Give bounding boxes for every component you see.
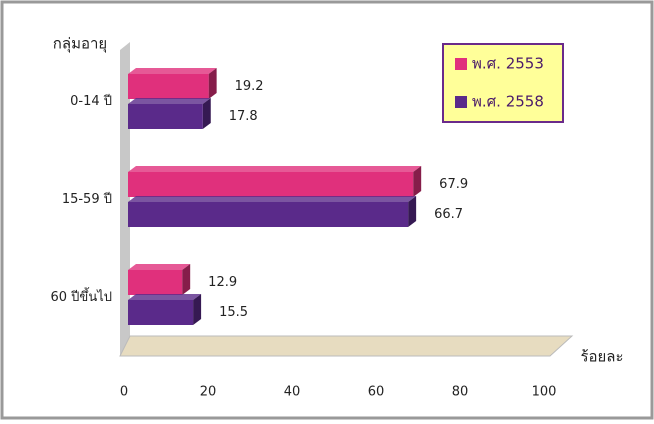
value-label: 12.9 [208,275,237,290]
bar [128,300,194,325]
bar-side [208,68,217,99]
x-tick-label: 40 [284,385,301,400]
x-tick-label: 100 [532,385,557,400]
bar-top [128,264,191,270]
bar-top [128,294,202,300]
legend-swatch [455,96,467,108]
x-tick-label: 80 [452,385,469,400]
bar [128,104,203,129]
y-axis-label: กลุ่มอายุ [53,35,107,54]
bar-side [193,294,202,325]
y-tick-label: 15-59 ปี [62,191,112,207]
bar [128,270,183,295]
legend-label: พ.ศ. 2553 [472,55,544,73]
bar-side [202,98,211,129]
bar [128,74,209,99]
bar-side [182,264,191,295]
bar-top [128,166,422,172]
value-label: 15.5 [219,305,248,320]
wall [120,42,130,356]
x-tick-label: 60 [368,385,385,400]
bar-top [128,196,417,202]
bar-side [413,166,422,197]
legend-label: พ.ศ. 2558 [472,93,544,111]
value-label: 19.2 [235,79,264,94]
bar-top [128,68,217,74]
y-tick-label: 0-14 ปี [70,93,112,109]
value-label: 66.7 [434,207,463,222]
value-label: 17.8 [229,109,258,124]
value-label: 67.9 [439,177,468,192]
legend [442,43,564,123]
bar-side [408,196,417,227]
x-tick-label: 20 [200,385,217,400]
x-tick-label: 0 [120,385,128,400]
x-axis-label: ร้อยละ [580,348,623,366]
floor [119,335,574,357]
bar-top [128,98,211,104]
bar [128,172,414,197]
y-tick-label: 60 ปีขึ้นไป [51,287,113,305]
legend-swatch [455,58,467,70]
bar [128,202,409,227]
